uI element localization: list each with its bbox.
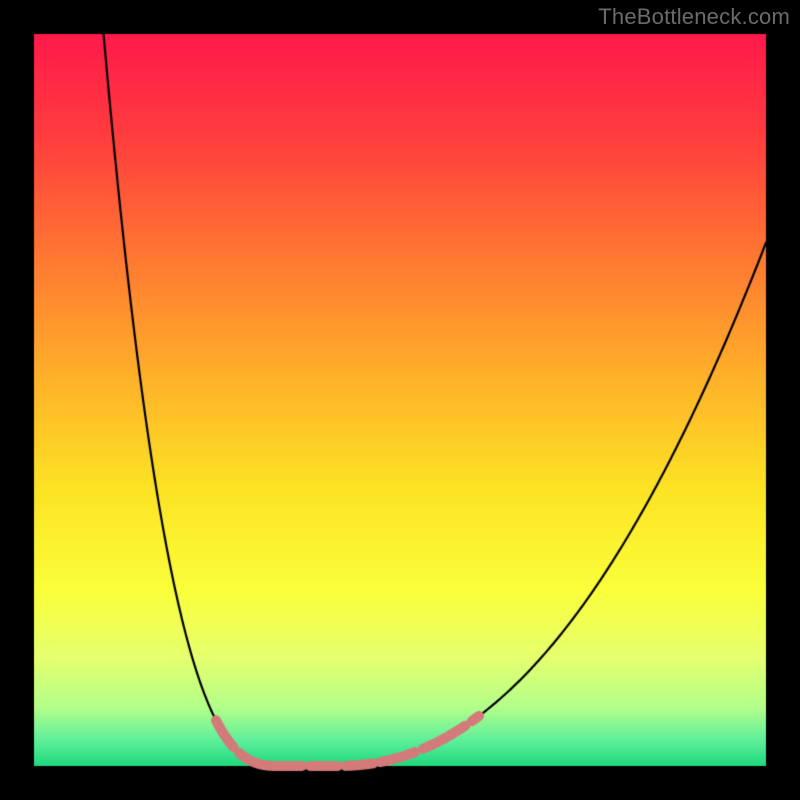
chart-container: TheBottleneck.com <box>0 0 800 800</box>
bottleneck-v-curve-chart <box>0 0 800 800</box>
watermark-text: TheBottleneck.com <box>598 4 790 30</box>
